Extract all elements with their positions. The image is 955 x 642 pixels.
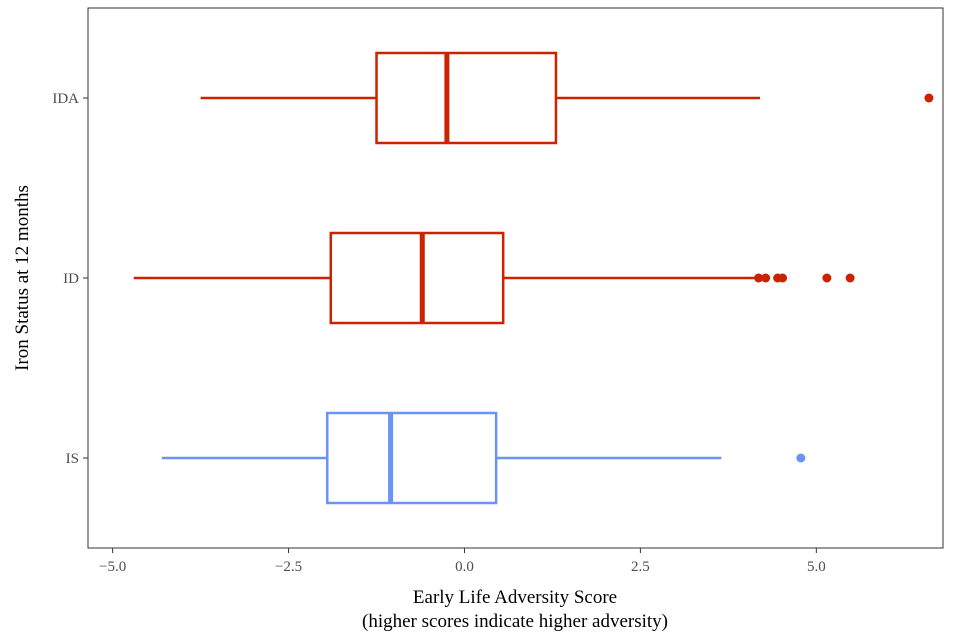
box-id bbox=[329, 231, 505, 325]
outlier-id-5 bbox=[822, 273, 832, 283]
y-tick-label: IS bbox=[66, 451, 79, 467]
x-tick-label: −2.5 bbox=[275, 559, 302, 575]
outlier-id-1 bbox=[754, 273, 764, 283]
outlier-is-1 bbox=[796, 453, 806, 463]
x-tick-label: 5.0 bbox=[807, 559, 826, 575]
x-tick-label: 0.0 bbox=[455, 559, 474, 575]
x-tick-label: 2.5 bbox=[631, 559, 650, 575]
outlier-id-2 bbox=[761, 273, 771, 283]
y-axis-title: Iron Status at 12 months bbox=[12, 185, 33, 371]
x-axis-title-line1: Early Life Adversity Score bbox=[413, 587, 617, 608]
outlier-id-4 bbox=[778, 273, 788, 283]
outlier-ida-1 bbox=[924, 93, 934, 103]
axes-layer: −5.0 −2.5 0.0 2.5 5.0 IDA ID IS bbox=[52, 91, 825, 575]
outlier-id-6 bbox=[845, 273, 855, 283]
boxes-layer bbox=[133, 51, 934, 505]
box-ida bbox=[375, 51, 558, 145]
y-tick-label: ID bbox=[63, 271, 79, 287]
y-tick-label: IDA bbox=[52, 91, 79, 107]
x-axis-title-line2: (higher scores indicate higher adversity… bbox=[362, 611, 668, 632]
box-is bbox=[326, 411, 498, 505]
x-tick-label: −5.0 bbox=[99, 559, 126, 575]
